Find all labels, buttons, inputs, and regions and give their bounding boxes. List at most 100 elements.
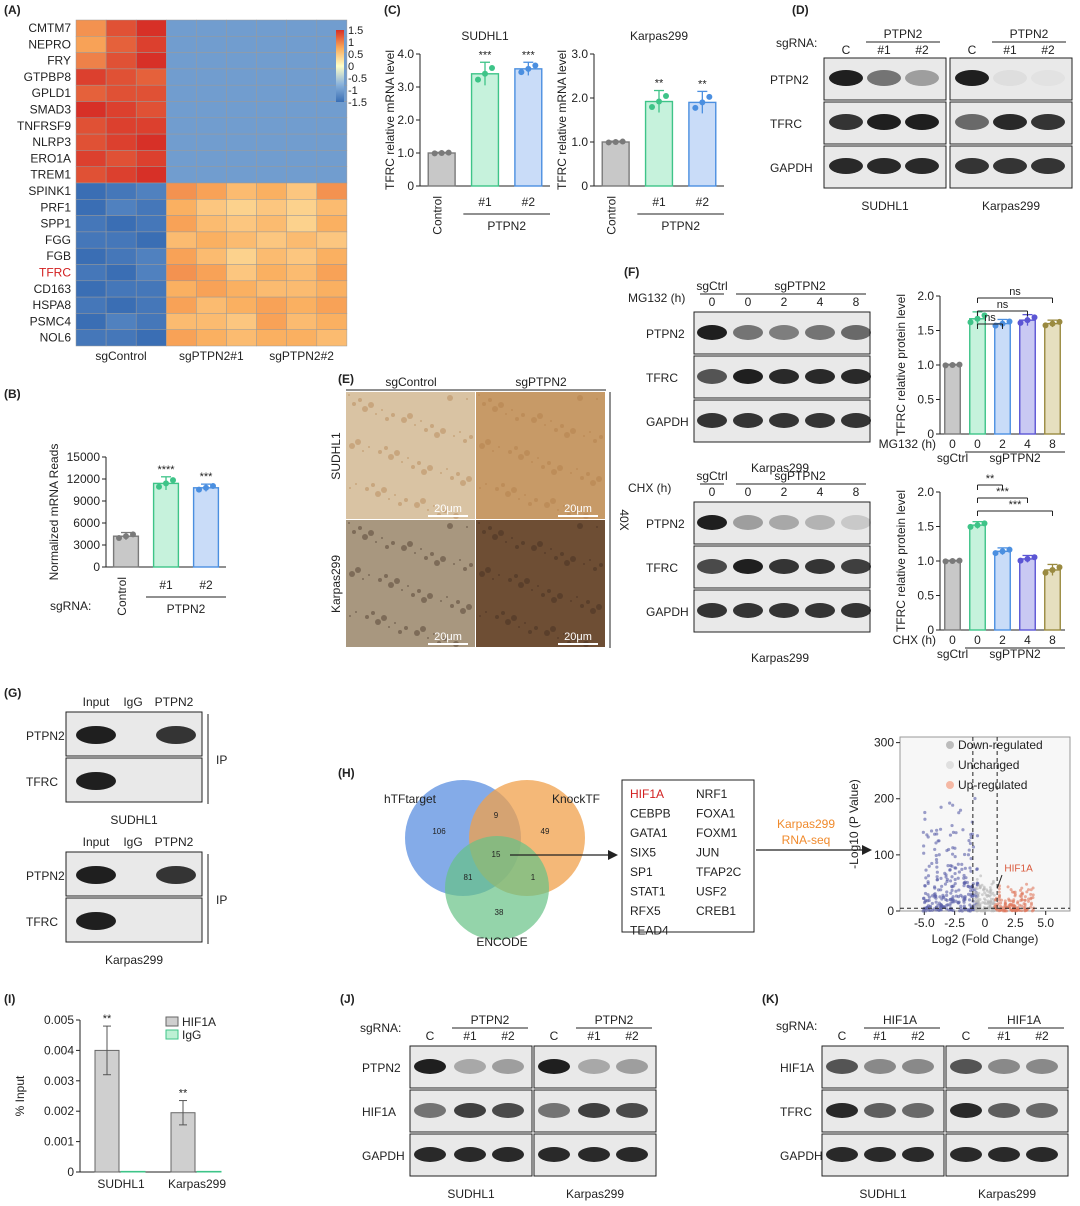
cell-texture <box>521 541 525 545</box>
scatter-point <box>983 901 987 905</box>
protein-label: PTPN2 <box>26 869 65 883</box>
bar <box>688 101 717 187</box>
cell-texture <box>349 571 355 577</box>
cell-texture <box>593 439 597 443</box>
protein-band <box>616 1059 648 1074</box>
scatter-point <box>967 898 972 902</box>
heatmap-cell <box>166 133 197 151</box>
cell-texture <box>362 534 368 540</box>
cell-texture <box>479 571 485 577</box>
cell-texture <box>385 545 389 549</box>
data-point <box>699 99 706 106</box>
protein-band <box>950 1059 982 1074</box>
heatmap-cell <box>105 280 137 298</box>
heatmap-cell <box>196 264 227 282</box>
cell-texture <box>446 468 448 470</box>
scatter-point <box>935 828 939 832</box>
cell-texture <box>460 608 466 614</box>
y-tick-label: 200 <box>874 792 894 806</box>
cell-texture <box>378 450 382 454</box>
x-tick-label: #2 <box>522 195 536 209</box>
annotation-pointer <box>996 874 1003 889</box>
venn-count: 49 <box>541 827 550 836</box>
scale-bar-label: 20μm <box>434 503 462 515</box>
gene-label: GTPBP8 <box>24 70 72 84</box>
lane-label: C <box>962 1029 971 1043</box>
scatter-point <box>976 894 980 898</box>
scatter-point <box>950 823 954 828</box>
data-point <box>163 480 169 487</box>
protein-band <box>697 559 727 574</box>
scatter-point <box>975 881 979 885</box>
group-label: HIF1A <box>1007 1013 1041 1027</box>
group-label: PTPN2 <box>1010 27 1049 41</box>
bar <box>427 152 456 187</box>
heatmap-cell <box>105 264 137 282</box>
cell-texture <box>505 413 507 415</box>
legend-marker <box>946 781 954 789</box>
gene-label: NOL6 <box>40 331 72 345</box>
scatter-point <box>953 877 957 882</box>
heatmap-cell <box>196 296 227 314</box>
cell-texture <box>479 487 481 489</box>
cell-texture <box>590 480 596 486</box>
cell-texture <box>589 559 591 561</box>
panel-label-d: (D) <box>792 3 809 17</box>
cell-texture <box>469 563 473 567</box>
tf-list-box <box>621 779 755 933</box>
scatter-point <box>934 853 938 858</box>
cell-texture <box>378 578 382 582</box>
cell-texture <box>404 498 408 502</box>
cell-texture <box>508 450 512 454</box>
x-tick-label: SUDHL1 <box>97 1177 145 1191</box>
protein-band <box>988 1103 1020 1118</box>
heatmap-cell <box>226 296 257 314</box>
x-tick-label: 8 <box>1049 437 1056 451</box>
cell-texture <box>531 545 537 551</box>
heatmap-cell <box>226 84 257 102</box>
cell-texture <box>463 567 467 571</box>
cell-texture <box>394 622 396 624</box>
lane-label: #2 <box>625 1029 639 1043</box>
heatmap-cell <box>256 68 287 86</box>
panel-label-j: (J) <box>340 992 355 1006</box>
scatter-point <box>1013 909 1017 913</box>
cell-texture <box>550 548 552 550</box>
venn-set-label: KnockTF <box>552 792 600 806</box>
protein-label: TFRC <box>780 1105 812 1119</box>
protein-band <box>1031 114 1065 130</box>
heatmap-cell <box>316 280 348 298</box>
bar <box>192 487 220 568</box>
heatmap-cell <box>256 52 287 70</box>
cell-texture <box>596 604 602 610</box>
x-tick-label: #1 <box>652 195 666 209</box>
scatter-point <box>1029 892 1033 896</box>
lane-label: #1 <box>873 1029 887 1043</box>
cell-texture <box>358 526 362 530</box>
data-point <box>1024 317 1031 324</box>
scatter-point <box>983 891 986 894</box>
cell-texture <box>492 534 498 540</box>
cell-texture <box>388 498 390 500</box>
ihc-image <box>346 520 475 647</box>
cell-texture <box>573 509 577 513</box>
venn-count: 81 <box>464 873 473 882</box>
scatter-point <box>987 908 991 912</box>
data-point <box>1056 318 1063 325</box>
data-point <box>706 93 713 100</box>
protein-band <box>841 603 871 618</box>
legend-label: Unchanged <box>958 758 1019 772</box>
group-label: PTPN2 <box>595 1013 634 1027</box>
tf-name: STAT1 <box>630 885 666 899</box>
bar <box>120 1170 146 1173</box>
cell-texture <box>583 435 585 437</box>
cell-texture <box>498 574 500 576</box>
y-tick-label: 1.5 <box>917 520 934 534</box>
scatter-point <box>926 874 931 878</box>
protein-label: HIF1A <box>780 1061 814 1075</box>
ihc-image <box>476 392 605 519</box>
cell-line-label: SUDHL1 <box>861 199 909 213</box>
cell-line-label: SUDHL1 <box>859 1187 907 1201</box>
heatmap-cell <box>166 19 197 37</box>
heatmap-cell <box>75 117 107 135</box>
